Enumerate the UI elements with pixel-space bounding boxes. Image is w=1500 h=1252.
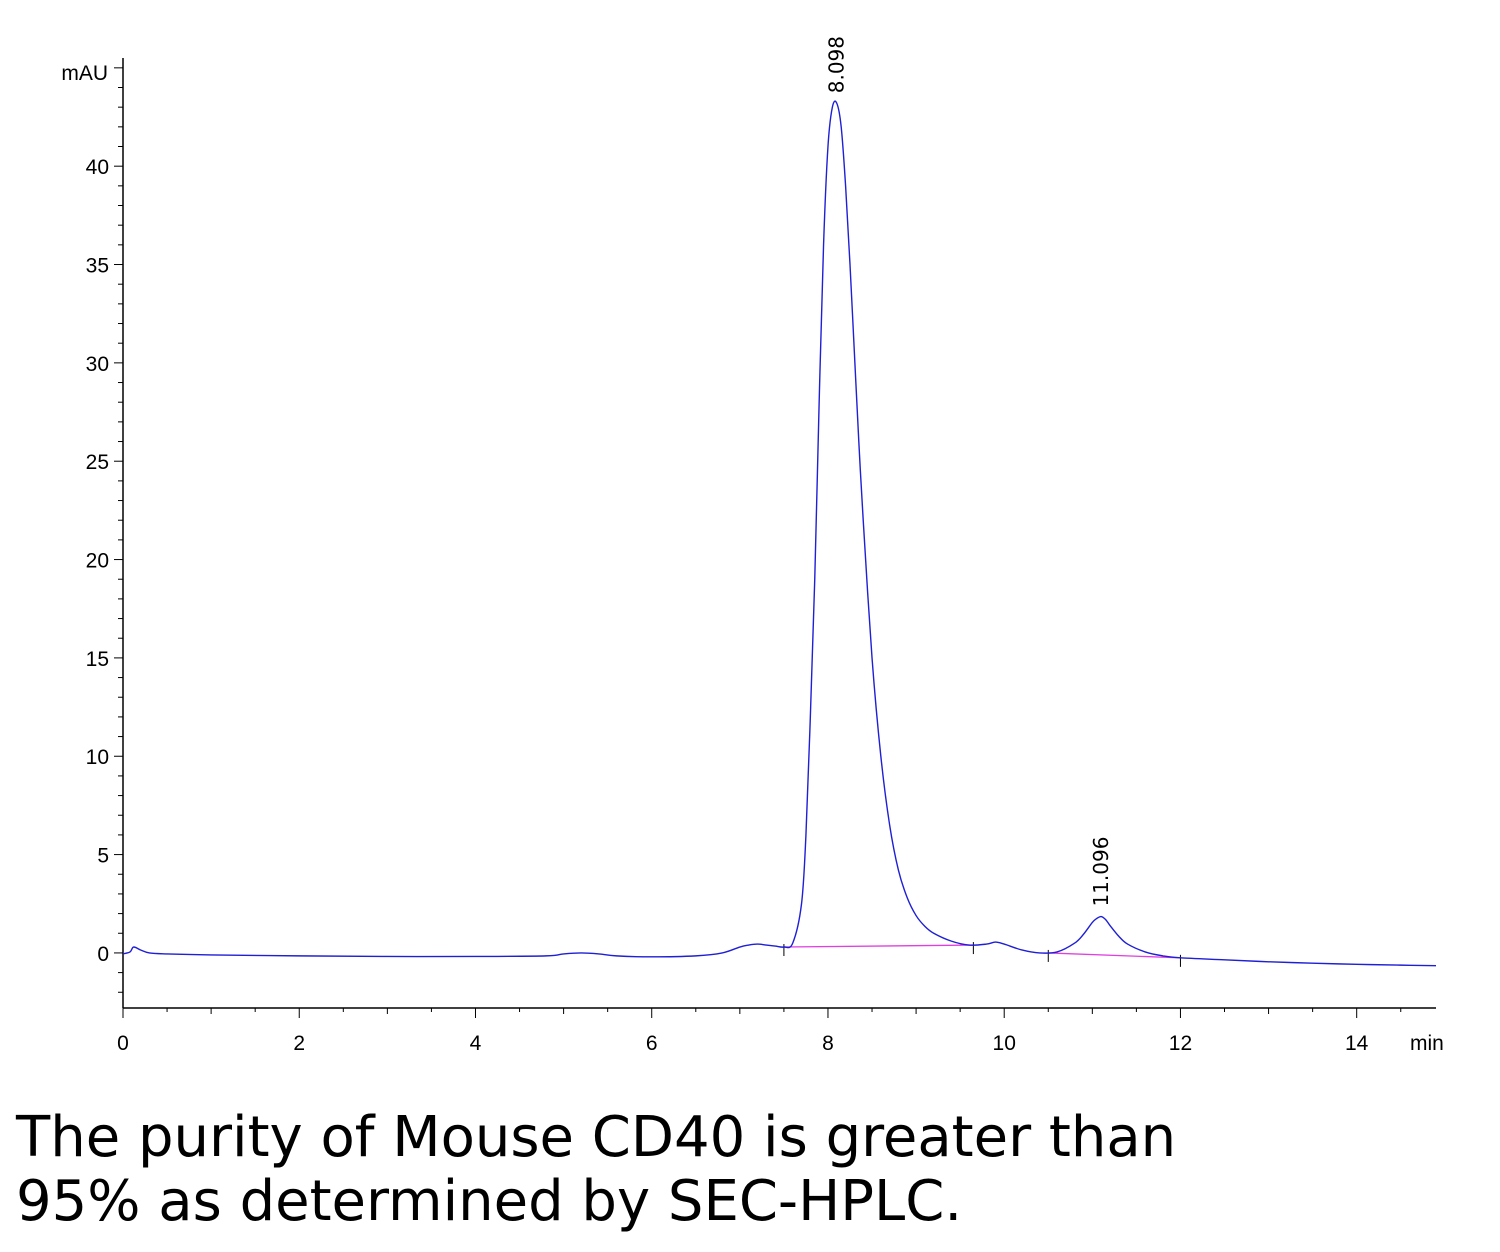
caption-line-1: The purity of Mouse CD40 is greater than	[16, 1105, 1177, 1170]
y-tick-label: 30	[86, 353, 109, 376]
chromatogram-trace	[122, 100, 1437, 967]
x-tick-label: 12	[1169, 1032, 1192, 1055]
x-tick-label: 6	[646, 1032, 658, 1055]
x-axis-unit-label: min	[1410, 1032, 1444, 1055]
x-tick-label: 14	[1345, 1032, 1369, 1055]
x-axis-ticks: 0 2 4 6 8 10 12 14	[117, 1008, 1402, 1055]
y-tick-label: 0	[97, 943, 109, 966]
y-tick-label: 15	[86, 648, 109, 671]
x-tick-label: 8	[822, 1032, 834, 1055]
y-axis-ticks: 0 5 10 15 20 25 30 35 40	[86, 67, 123, 993]
y-tick-label: 10	[86, 746, 109, 769]
y-tick-label: 20	[86, 550, 109, 573]
y-tick-label: 25	[86, 451, 109, 474]
x-tick-label: 0	[117, 1032, 129, 1055]
y-tick-label: 5	[97, 845, 109, 868]
baseline-segment	[1048, 952, 1181, 959]
peak-label: 11.096	[1089, 837, 1113, 907]
y-tick-label: 35	[86, 255, 109, 278]
peak-labels: 8.098 11.096	[825, 36, 1113, 907]
x-tick-label: 4	[470, 1032, 482, 1055]
baseline-segment	[783, 944, 974, 948]
y-axis-unit-label: mAU	[61, 62, 108, 85]
chromatogram-chart: 0 5 10 15 20 25 30 35 40 0 2 4 6 8 10 12 14 8.098 11.096…	[61, 36, 1444, 1055]
caption-line-2: 95% as determined by SEC-HPLC.	[16, 1169, 963, 1234]
chromatogram-line	[122, 100, 1437, 967]
caption: The purity of Mouse CD40 is greater than…	[16, 1106, 1486, 1234]
peak-label: 8.098	[825, 36, 849, 93]
y-tick-label: 40	[86, 156, 109, 179]
x-tick-label: 2	[293, 1032, 305, 1055]
integration-baselines	[783, 942, 1181, 967]
x-tick-label: 10	[993, 1032, 1016, 1055]
